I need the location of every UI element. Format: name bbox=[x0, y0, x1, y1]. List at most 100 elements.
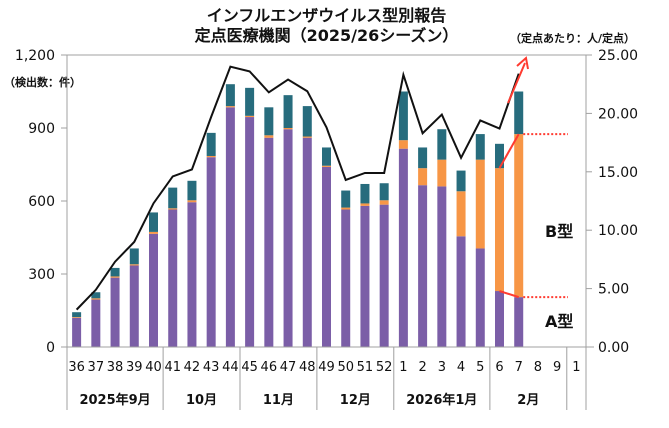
right-tick-label: 5.00 bbox=[598, 282, 629, 298]
bar-segment-b bbox=[379, 200, 389, 205]
trend-arrow-head-icon bbox=[516, 56, 529, 70]
x-tick-label: 1 bbox=[399, 360, 407, 375]
bar-segment-a bbox=[149, 233, 158, 347]
annotations: B型 A型 bbox=[498, 56, 573, 331]
month-label: 10月 bbox=[186, 393, 217, 408]
left-tick-label: 1,200 bbox=[15, 48, 55, 64]
month-label: 12月 bbox=[340, 393, 371, 408]
x-tick-label: 37 bbox=[88, 360, 105, 375]
bar-segment-a bbox=[91, 299, 101, 347]
bar-segment-b bbox=[264, 135, 274, 138]
x-tick-label: 39 bbox=[126, 360, 143, 375]
a-type-label: A型 bbox=[545, 312, 573, 331]
x-tick-label: 2 bbox=[418, 360, 426, 375]
b-type-label: B型 bbox=[545, 222, 573, 241]
bar-segment-other bbox=[456, 170, 466, 192]
bar-segment-b bbox=[283, 128, 293, 130]
bar-segment-a bbox=[495, 291, 504, 347]
bar-segment-other bbox=[168, 187, 178, 209]
bar-segment-b bbox=[514, 134, 524, 298]
bar-segment-other bbox=[495, 143, 504, 169]
bar-segment-b bbox=[495, 168, 504, 292]
bar-segment-a bbox=[72, 317, 82, 347]
bar-segment-b bbox=[72, 317, 82, 318]
bar-segment-other bbox=[360, 183, 370, 204]
x-tick-label: 43 bbox=[203, 360, 220, 375]
x-tick-label: 48 bbox=[299, 360, 316, 375]
trend-arrow-shaft bbox=[507, 62, 526, 104]
bar-segment-b bbox=[129, 264, 139, 266]
chart-title-line2: 定点医療機関（2025/26シーズン） bbox=[194, 26, 459, 45]
left-tick-label: 0 bbox=[46, 340, 55, 356]
left-axis-unit: （検出数：件） bbox=[4, 76, 81, 89]
bar-segment-other bbox=[341, 190, 351, 208]
x-tick-label: 52 bbox=[376, 360, 393, 375]
bar-segment-a bbox=[379, 204, 389, 347]
bar-segment-other bbox=[206, 132, 216, 156]
bar-segment-a bbox=[264, 137, 274, 347]
bar-segment-b bbox=[187, 200, 197, 203]
x-tick-label: 45 bbox=[241, 360, 258, 375]
bar-segment-other bbox=[514, 91, 524, 135]
bar-segment-other bbox=[72, 312, 82, 318]
month-label: 11月 bbox=[263, 393, 294, 408]
x-tick-label: 9 bbox=[553, 360, 561, 375]
bar-segment-a bbox=[475, 248, 485, 347]
x-tick-label: 7 bbox=[515, 360, 523, 375]
x-tick-label: 36 bbox=[68, 360, 85, 375]
b-trend-line bbox=[498, 133, 520, 169]
bar-segment-other bbox=[302, 106, 312, 137]
x-tick-label: 47 bbox=[280, 360, 297, 375]
bar-segment-other bbox=[187, 180, 197, 201]
right-tick-label: 15.00 bbox=[598, 165, 638, 181]
bar-segment-a bbox=[187, 202, 197, 347]
bar-segment-b bbox=[398, 140, 408, 149]
x-tick-label: 41 bbox=[164, 360, 181, 375]
bar-segment-other bbox=[149, 212, 158, 232]
bar-segment-other bbox=[418, 147, 428, 169]
bar-segment-a bbox=[398, 148, 408, 347]
bar-segment-b bbox=[418, 168, 428, 186]
left-tick-label: 300 bbox=[28, 267, 55, 283]
bar-segment-b bbox=[168, 208, 178, 210]
right-tick-label: 10.00 bbox=[598, 223, 638, 239]
bar-segment-other bbox=[322, 147, 331, 166]
bar-segment-a bbox=[418, 185, 428, 347]
month-label: 2月 bbox=[517, 393, 539, 408]
bar-segment-b bbox=[302, 136, 312, 138]
bar-segment-b bbox=[91, 298, 101, 300]
x-tick-label: 1 bbox=[572, 360, 580, 375]
bar-segment-a bbox=[360, 205, 370, 347]
bar-segment-b bbox=[475, 159, 485, 249]
bar-segment-b bbox=[456, 191, 466, 237]
month-label: 2025年9月 bbox=[79, 392, 150, 408]
bar-segment-a bbox=[168, 209, 178, 347]
chart-title-line1: インフルエンザウイルス型別報告 bbox=[206, 6, 447, 25]
bar-segment-other bbox=[264, 107, 274, 136]
x-tick-label: 40 bbox=[145, 360, 162, 375]
x-tick-label: 44 bbox=[222, 360, 239, 375]
x-tick-label: 4 bbox=[457, 360, 465, 375]
bar-segment-other bbox=[283, 95, 293, 128]
per-site-polyline bbox=[75, 65, 520, 311]
bar-segment-a bbox=[437, 186, 447, 347]
bar-segment-a bbox=[456, 236, 466, 347]
bar-segment-b bbox=[225, 106, 235, 108]
axes: 03006009001,2000.005.0010.0015.0020.0025… bbox=[15, 48, 638, 410]
bar-segment-b bbox=[245, 115, 255, 118]
x-tick-label: 42 bbox=[184, 360, 201, 375]
bar-segment-b bbox=[360, 203, 370, 206]
bar-segment-b bbox=[149, 231, 158, 234]
bar-segment-a bbox=[283, 129, 293, 347]
right-axis-unit: （定点あたり：人/定点） bbox=[510, 32, 636, 45]
x-tick-label: 6 bbox=[495, 360, 503, 375]
x-tick-label: 38 bbox=[107, 360, 124, 375]
bar-segment-a bbox=[341, 209, 351, 347]
x-tick-label: 8 bbox=[534, 360, 542, 375]
bar-segment-other bbox=[379, 183, 389, 201]
x-tick-label: 3 bbox=[438, 360, 446, 375]
bar-segment-other bbox=[245, 87, 255, 116]
bar-segment-other bbox=[437, 129, 447, 160]
left-tick-label: 600 bbox=[28, 194, 55, 210]
